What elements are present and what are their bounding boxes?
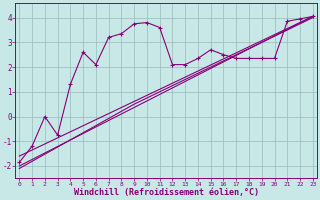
X-axis label: Windchill (Refroidissement éolien,°C): Windchill (Refroidissement éolien,°C) [74,188,259,197]
